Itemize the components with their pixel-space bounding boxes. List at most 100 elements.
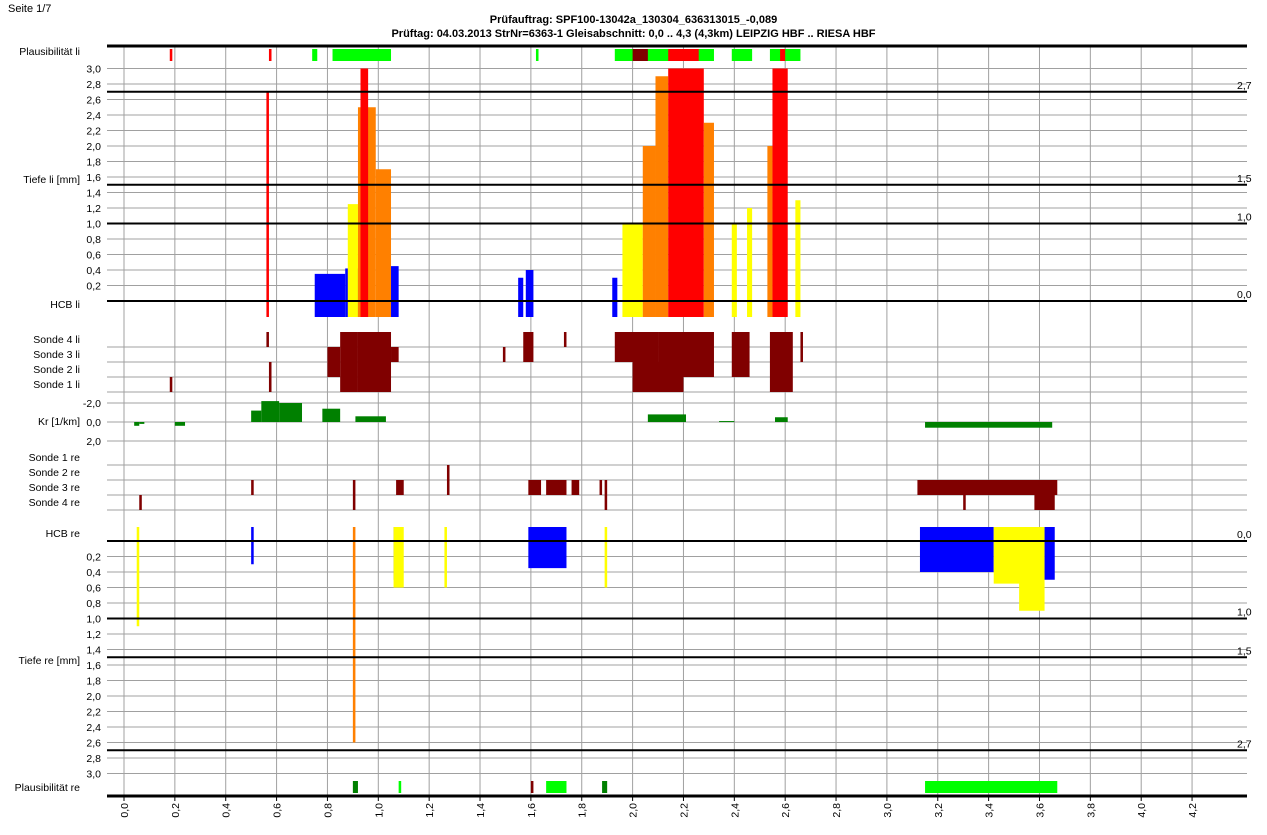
depth-li-bar	[525, 270, 534, 317]
x-tick-label: 3,2	[933, 803, 945, 818]
threshold-re-label: 0,0	[1237, 529, 1252, 541]
depth-li-bar	[266, 91, 269, 317]
sonde-re-block	[604, 495, 608, 510]
depth-re-tick-label: 1,2	[86, 629, 101, 641]
label-sonde1-re: Sonde 1 re	[29, 452, 81, 464]
page-indicator: Seite 1/7	[8, 3, 52, 15]
plaus-li-mark	[668, 49, 699, 61]
sonde-re-block	[251, 480, 254, 495]
plaus-li-mark	[332, 49, 392, 61]
plaus-li-mark	[780, 49, 786, 61]
depth-li-bar	[642, 146, 656, 317]
depth-li-tick-label: 1,2	[86, 203, 101, 215]
sonde-li-block	[266, 332, 269, 347]
depth-li-bar	[668, 68, 704, 317]
x-tick-label: 1,8	[577, 803, 589, 818]
depth-li-bar	[391, 266, 399, 317]
kr-bar	[355, 416, 386, 422]
depth-li-tick-label: 2,2	[86, 126, 101, 138]
kr-bar	[719, 421, 735, 423]
label-sonde2-re: Sonde 2 re	[29, 467, 81, 479]
sonde-li-block	[391, 347, 399, 362]
depth-li-tick-label: 1,8	[86, 157, 101, 169]
x-tick-label: 4,0	[1136, 803, 1148, 818]
depth-re-tick-label: 1,4	[86, 645, 101, 657]
plaus-re-mark	[602, 781, 608, 793]
sonde-li-block	[357, 362, 392, 377]
sonde-li-block	[357, 377, 392, 392]
depth-li-tick-label: 2,4	[86, 110, 101, 122]
sonde-li-block	[731, 347, 750, 362]
plaus-re-mark	[352, 781, 358, 793]
sonde-re-block	[917, 480, 1058, 495]
depth-re-tick-label: 2,4	[86, 722, 101, 734]
label-sonde1-li: Sonde 1 li	[33, 379, 80, 391]
depth-re-tick-label: 3,0	[86, 769, 101, 781]
depth-li-bar	[747, 208, 753, 317]
kr-tick-label: 0,0	[86, 417, 101, 429]
label-sonde3-re: Sonde 3 re	[29, 482, 81, 494]
x-tick-label: 0,8	[322, 803, 334, 818]
threshold-li-label: 1,5	[1237, 173, 1252, 185]
x-tick-label: 1,0	[373, 803, 385, 818]
label-sonde3-li: Sonde 3 li	[33, 349, 80, 361]
depth-li-bar	[360, 68, 369, 317]
plaus-li-mark	[312, 49, 318, 61]
label-sonde2-li: Sonde 2 li	[33, 364, 80, 376]
x-tick-label: 2,0	[628, 803, 640, 818]
sonde-re-block	[139, 495, 142, 510]
sonde-li-block	[340, 377, 358, 392]
kr-bar	[775, 417, 788, 422]
data-layer	[134, 49, 1058, 793]
label-sonde4-re: Sonde 4 re	[29, 497, 81, 509]
depth-re-bar	[1019, 527, 1045, 611]
sonde-re-block	[604, 480, 608, 495]
sonde-li-block	[327, 362, 341, 377]
depth-li-bar	[703, 122, 714, 317]
frame-layer	[107, 44, 1247, 801]
x-tick-label: 2,6	[780, 803, 792, 818]
kr-bar	[925, 422, 1053, 428]
threshold-li-label: 1,0	[1237, 212, 1252, 224]
depth-li-bar	[347, 204, 358, 317]
depth-li-bar	[767, 146, 773, 317]
sonde-li-block	[340, 332, 358, 347]
x-tick-label: 0,0	[119, 803, 131, 818]
label-sonde4-li: Sonde 4 li	[33, 334, 80, 346]
sonde-li-block	[800, 347, 803, 362]
depth-li-tick-label: 0,6	[86, 250, 101, 262]
sonde-li-block	[340, 362, 358, 377]
depth-li-bar	[731, 223, 737, 317]
sonde-li-block	[614, 332, 659, 347]
kr-tick-label: 2,0	[86, 436, 101, 448]
sonde-li-block	[800, 332, 803, 347]
depth-re-tick-label: 0,4	[86, 567, 101, 579]
depth-re-bar	[444, 527, 447, 588]
plaus-li-mark	[614, 49, 714, 61]
sonde-li-block	[769, 347, 793, 362]
label-tiefe-li: Tiefe li [mm]	[23, 174, 80, 186]
x-tick-label: 1,4	[475, 803, 487, 818]
depth-re-tick-label: 1,6	[86, 660, 101, 672]
depth-li-bar	[622, 223, 643, 317]
sonde-li-block	[523, 332, 534, 347]
threshold-re-label: 2,7	[1237, 738, 1252, 750]
depth-li-tick-label: 1,0	[86, 219, 101, 231]
threshold-re-label: 1,5	[1237, 645, 1252, 657]
depth-li-bar	[655, 76, 669, 317]
sonde-li-block	[769, 362, 793, 377]
sonde-li-block	[169, 377, 173, 392]
depth-li-tick-label: 2,6	[86, 95, 101, 107]
plaus-li-mark	[731, 49, 753, 61]
sonde-re-block	[446, 480, 450, 495]
sonde-re-block	[396, 480, 404, 495]
sonde-re-block	[1034, 495, 1055, 510]
depth-re-tick-label: 2,0	[86, 691, 101, 703]
sonde-li-block	[632, 377, 684, 392]
depth-li-tick-label: 0,8	[86, 234, 101, 246]
x-tick-label: 4,2	[1187, 803, 1199, 818]
sonde-re-block	[599, 480, 603, 495]
sonde-re-block	[528, 480, 542, 495]
depth-re-tick-label: 0,2	[86, 552, 101, 564]
depth-re-bar	[251, 527, 254, 565]
